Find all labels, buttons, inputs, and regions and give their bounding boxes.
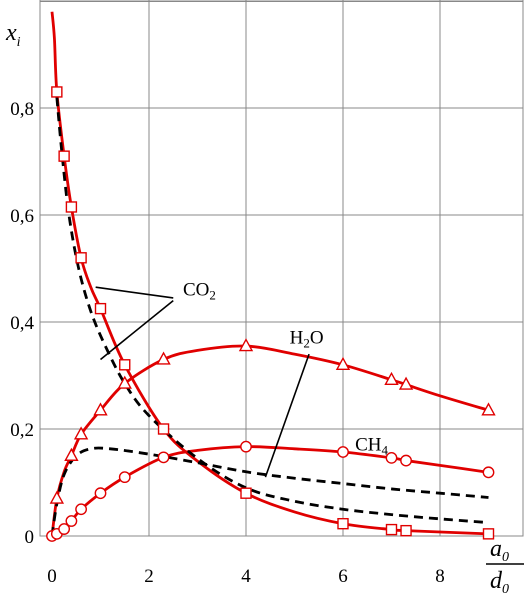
series-1-marker bbox=[75, 252, 87, 264]
svg-text:a0: a0 bbox=[490, 536, 509, 565]
series-3-marker bbox=[75, 503, 88, 516]
y-tick-label: 0,4 bbox=[10, 313, 34, 334]
series-2-marker bbox=[64, 447, 79, 461]
grid bbox=[39, 0, 524, 537]
series-3-marker bbox=[385, 451, 398, 464]
x-tick-label: 4 bbox=[241, 566, 251, 587]
y-tick-label: 0,8 bbox=[10, 99, 34, 120]
series-1-marker bbox=[337, 517, 349, 530]
series-5-line bbox=[50, 446, 489, 537]
y-tick-label: 0,6 bbox=[10, 206, 34, 227]
series-3-marker bbox=[94, 487, 107, 500]
series-1-marker bbox=[240, 487, 252, 499]
series-2-marker bbox=[481, 402, 496, 416]
annotations: CO2 H2O CH4 bbox=[95, 279, 389, 478]
series-2-marker bbox=[335, 356, 351, 370]
series-4-line bbox=[55, 97, 489, 525]
series-layer bbox=[46, 11, 496, 542]
annotation-label-1: CO2 bbox=[183, 279, 216, 302]
series-2-marker bbox=[49, 490, 65, 504]
series-2-marker bbox=[93, 402, 108, 416]
series-2-marker bbox=[156, 351, 171, 365]
series-1-marker bbox=[157, 423, 170, 435]
annotation-leader-line bbox=[99, 299, 174, 361]
annotation-leader-line bbox=[95, 286, 174, 299]
y-axis-label: xi bbox=[5, 20, 21, 50]
series-3-marker bbox=[58, 523, 71, 535]
x-tick-label: 6 bbox=[338, 566, 348, 587]
annotation-leader-line bbox=[264, 353, 310, 478]
series-2-marker bbox=[73, 426, 89, 440]
y-tick-label: 0,2 bbox=[10, 420, 34, 441]
svg-text:d0: d0 bbox=[490, 568, 509, 597]
series-1-marker bbox=[482, 528, 495, 540]
series-2-marker bbox=[384, 371, 399, 385]
series-1-marker bbox=[58, 150, 70, 162]
series-1-line bbox=[50, 11, 489, 536]
series-1-marker bbox=[400, 524, 412, 537]
series-3-marker bbox=[118, 471, 131, 484]
series-1-marker bbox=[385, 523, 398, 536]
x-tick-label: 2 bbox=[144, 566, 154, 587]
y-tick-label: 0 bbox=[25, 527, 35, 548]
series-3-marker bbox=[240, 440, 252, 453]
annotation-label-3: CH4 bbox=[355, 434, 388, 457]
tick-labels: 0 2 4 6 8 0 0,2 0,4 0,6 0,8 bbox=[10, 99, 445, 587]
series-1-marker bbox=[119, 359, 131, 371]
series-1-marker bbox=[94, 302, 107, 315]
series-1-marker bbox=[65, 201, 78, 213]
series-1-marker bbox=[51, 86, 63, 98]
series-3-marker bbox=[400, 454, 412, 467]
series-3-marker bbox=[65, 515, 78, 527]
x-tick-label: 8 bbox=[435, 566, 445, 587]
series-3-marker bbox=[482, 466, 495, 479]
series-3-marker bbox=[157, 451, 170, 464]
series-2-marker bbox=[117, 375, 132, 389]
series-2-marker bbox=[238, 338, 254, 352]
x-tick-label: 0 bbox=[47, 566, 57, 587]
series-2-line bbox=[50, 344, 489, 537]
series-2-marker bbox=[398, 376, 414, 390]
annotation-label-2: H2O bbox=[290, 327, 324, 350]
series-3-marker bbox=[337, 446, 349, 458]
plot-frame bbox=[39, 0, 524, 537]
x-axis-label: a0 d0 bbox=[486, 536, 524, 597]
